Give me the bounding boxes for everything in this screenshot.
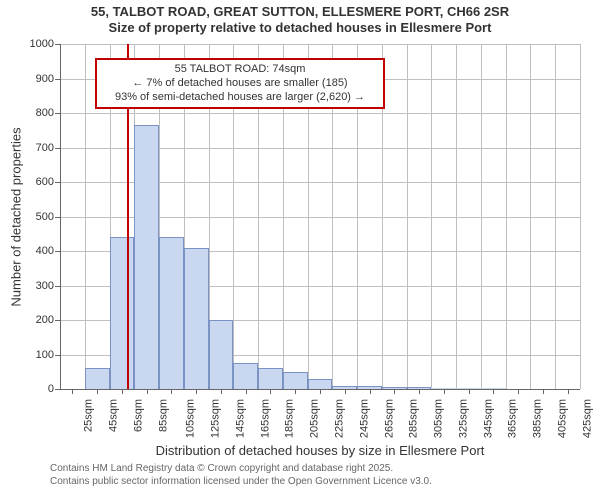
xtick-label: 325sqm [457,399,469,438]
xtick-label: 205sqm [309,399,321,438]
xtick-label: 125sqm [210,399,222,438]
chart-container: 55, TALBOT ROAD, GREAT SUTTON, ELLESMERE… [0,0,600,500]
xtick-label: 25sqm [83,399,95,432]
ytick-label: 800 [36,107,60,119]
histogram-bar [85,368,110,389]
footer-line-2: Contains public sector information licen… [50,476,432,489]
gridline-v [580,44,581,389]
ytick-label: 1000 [30,38,60,50]
histogram-bar [184,248,209,389]
gridline-v [407,44,408,389]
xtick-label: 85sqm [157,399,169,432]
xtick-label: 425sqm [581,399,593,438]
x-axis-line [60,389,580,390]
plot-area: 0100200300400500600700800900100025sqm45s… [60,44,580,389]
gridline-v [506,44,507,389]
xtick-label: 305sqm [433,399,445,438]
xtick-label: 405sqm [556,399,568,438]
gridline-v [431,44,432,389]
histogram-bar [283,372,308,389]
annotation-line-2: ← 7% of detached houses are smaller (185… [103,77,377,91]
xtick-label: 285sqm [408,399,420,438]
histogram-bar [209,320,234,389]
histogram-bar [233,363,258,389]
gridline-v [555,44,556,389]
histogram-bar [159,237,184,389]
ytick-label: 0 [48,383,60,395]
ytick-label: 600 [36,176,60,188]
histogram-bar [308,379,333,389]
xtick-label: 185sqm [284,399,296,438]
ytick-label: 200 [36,314,60,326]
chart-title: 55, TALBOT ROAD, GREAT SUTTON, ELLESMERE… [0,0,600,37]
xtick-label: 225sqm [334,399,346,438]
y-axis-line [60,44,61,389]
title-line-2: Size of property relative to detached ho… [0,20,600,36]
xtick-label: 45sqm [108,399,120,432]
xtick-label: 245sqm [358,399,370,438]
histogram-bar [110,237,135,389]
xtick-label: 105sqm [185,399,197,438]
ytick-label: 700 [36,142,60,154]
gridline-v [530,44,531,389]
gridline-h [60,44,580,45]
footer-attribution: Contains HM Land Registry data © Crown c… [50,463,432,488]
ytick-label: 100 [36,349,60,361]
gridline-h [60,113,580,114]
annotation-line-1: 55 TALBOT ROAD: 74sqm [103,63,377,77]
histogram-bar [258,368,283,389]
ytick-label: 300 [36,280,60,292]
xtick-label: 385sqm [532,399,544,438]
xtick-label: 165sqm [259,399,271,438]
annotation-line-3: 93% of semi-detached houses are larger (… [103,91,377,105]
gridline-v [456,44,457,389]
gridline-v [85,44,86,389]
y-axis-label: Number of detached properties [9,127,24,306]
xtick-label: 65sqm [132,399,144,432]
histogram-bar [134,125,159,389]
x-axis-label: Distribution of detached houses by size … [156,443,485,458]
xtick-label: 365sqm [507,399,519,438]
ytick-label: 400 [36,245,60,257]
annotation-box: 55 TALBOT ROAD: 74sqm← 7% of detached ho… [95,58,385,109]
footer-line-1: Contains HM Land Registry data © Crown c… [50,463,432,476]
gridline-v [481,44,482,389]
xtick-label: 145sqm [235,399,247,438]
ytick-label: 500 [36,211,60,223]
title-line-1: 55, TALBOT ROAD, GREAT SUTTON, ELLESMERE… [0,4,600,20]
xtick-label: 265sqm [383,399,395,438]
ytick-label: 900 [36,73,60,85]
xtick-label: 345sqm [482,399,494,438]
